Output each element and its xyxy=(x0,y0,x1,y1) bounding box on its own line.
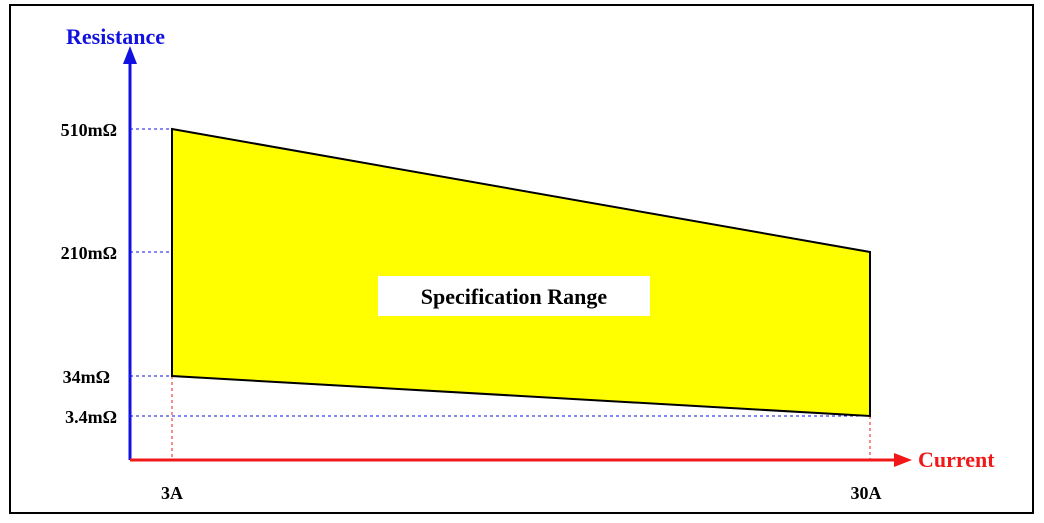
x-tick-label-3a: 3A xyxy=(161,483,183,503)
y-tick-label-3-4: 3.4mΩ xyxy=(65,407,117,427)
x-tick-label-30a: 30A xyxy=(851,483,882,503)
region-label-box xyxy=(378,276,650,316)
y-tick-label-510: 510mΩ xyxy=(61,120,117,140)
region-label: Specification Range xyxy=(421,284,608,309)
current-axis-title: Current xyxy=(918,447,995,472)
outer-frame xyxy=(9,4,1034,514)
y-tick-label-210: 210mΩ xyxy=(61,243,117,263)
resistance-axis-arrow-icon xyxy=(123,46,137,64)
y-tick-label-34: 34mΩ xyxy=(63,367,110,387)
current-axis-arrow-icon xyxy=(894,453,912,467)
resistance-axis-title: Resistance xyxy=(66,24,165,49)
specification-range-region xyxy=(171,127,871,418)
